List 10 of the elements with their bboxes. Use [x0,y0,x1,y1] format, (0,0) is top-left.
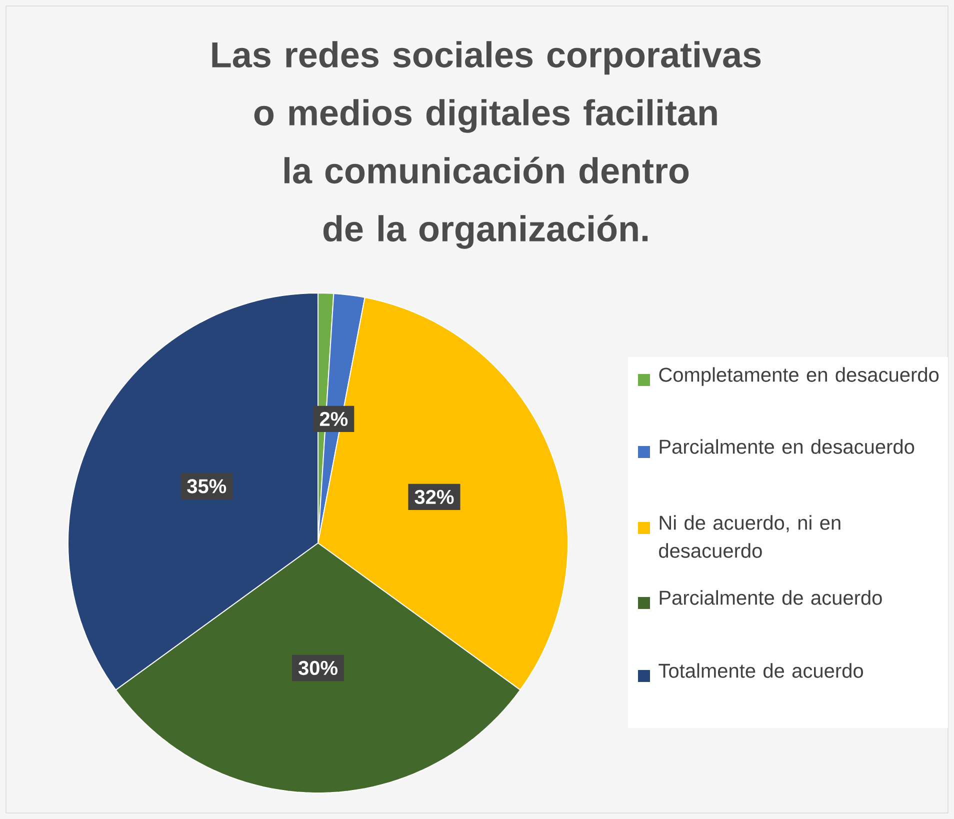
data-label: 30% [298,660,338,676]
chart-title: Las redes sociales corporativas o medios digitales facilitan la comunicación dentro de la organización. [212,41,761,249]
legend-label: Totalmente de acuerdo [658,663,864,678]
data-label: 32% [414,490,454,504]
legend-label: Ni de acuerdo, ni en desacuerdo [659,515,840,558]
legend-label: Parcialmente en desacuerdo [660,439,914,454]
legend-label: Parcialmente de acuerdo [660,590,882,605]
legend-label: Completamente en desacuerdo [659,367,939,386]
data-label: 2% [320,412,348,426]
data-label: 35% [187,479,226,494]
